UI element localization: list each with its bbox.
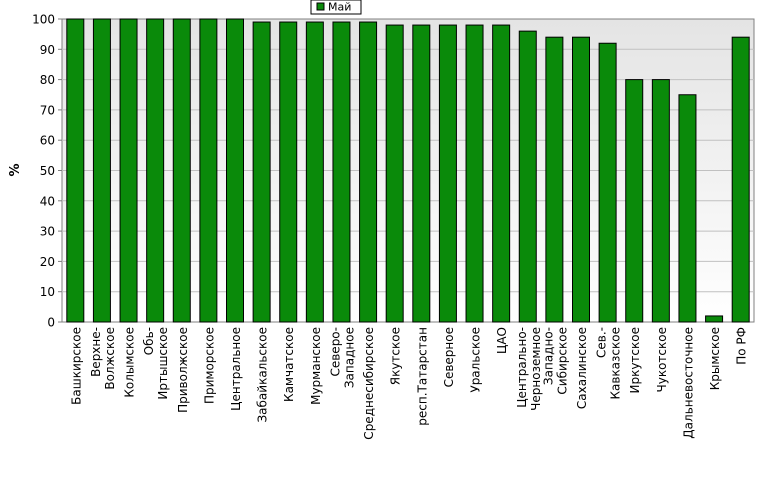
bar — [678, 94, 697, 323]
x-category-label: Сибирское — [555, 327, 569, 395]
x-category-label: Дальневосточное — [681, 327, 695, 439]
x-category-label: Волжское — [103, 327, 117, 390]
x-category-label: Северо- — [328, 327, 342, 377]
x-category-label: Верхне- — [89, 327, 103, 377]
bar — [92, 18, 111, 323]
y-axis-label: % — [8, 163, 23, 176]
x-category-label: Уральское — [469, 327, 483, 393]
bar — [66, 18, 85, 323]
x-category-label: Среднесибирское — [362, 327, 376, 440]
y-axis-ticks: 0 10 20 30 40 50 60 70 80 90 100 — [32, 13, 62, 330]
y-tick-label: 70 — [40, 103, 55, 117]
x-category-label: Центрально- — [515, 327, 529, 408]
bar — [731, 36, 750, 323]
x-category-label: респ.Татарстан — [415, 327, 429, 426]
x-category-label: Иркутское — [628, 327, 642, 394]
bar — [332, 21, 351, 323]
bar — [572, 36, 590, 323]
x-category-label: Северное — [442, 327, 456, 387]
bar — [705, 315, 724, 323]
y-tick-label: 20 — [40, 255, 55, 269]
y-tick-label: 80 — [40, 73, 55, 87]
bar — [146, 18, 165, 323]
y-tick-label: 60 — [40, 134, 55, 148]
bar — [279, 21, 298, 323]
bar — [625, 79, 644, 323]
bar — [385, 24, 404, 323]
bar — [305, 21, 324, 323]
y-tick-label: 100 — [32, 13, 55, 27]
bar — [492, 24, 511, 323]
x-category-label: ЦАО — [495, 327, 509, 354]
x-category-label: Забайкальское — [256, 327, 270, 423]
x-category-label: Приморское — [202, 327, 216, 404]
x-category-label: Центральное — [229, 327, 243, 411]
bar — [545, 36, 564, 323]
x-category-label: Кавказское — [609, 327, 623, 400]
bar — [359, 21, 378, 323]
x-category-label: Иртышское — [156, 327, 170, 400]
x-category-label: Мурманское — [309, 327, 323, 405]
bars — [66, 18, 750, 323]
x-category-label: Западное — [342, 327, 356, 388]
y-tick-label: 50 — [40, 164, 55, 178]
bar — [199, 18, 218, 323]
legend-swatch — [316, 2, 325, 11]
bar — [518, 30, 537, 323]
x-category-label: Западно- — [541, 327, 555, 385]
bar — [226, 18, 244, 323]
x-category-label: Приволжское — [176, 327, 190, 413]
bar — [119, 18, 138, 323]
y-tick-label: 30 — [40, 225, 55, 239]
x-category-label: Колымское — [123, 327, 137, 398]
x-category-label: Сахалинское — [575, 327, 589, 409]
bar — [651, 79, 670, 323]
x-category-label: Чукотское — [655, 327, 669, 392]
x-category-label: Крымское — [708, 327, 722, 390]
y-tick-label: 40 — [40, 194, 55, 208]
x-category-label: Черноземное — [529, 327, 543, 411]
bar — [598, 42, 617, 323]
legend-label: Май — [328, 1, 351, 14]
legend: Май — [310, 0, 362, 15]
bar — [172, 18, 191, 323]
x-category-label: Камчатское — [282, 327, 296, 402]
bar — [438, 24, 457, 323]
bar — [252, 21, 271, 323]
x-category-label: Якутское — [389, 327, 403, 385]
x-category-label: Башкирское — [69, 327, 83, 405]
y-tick-label: 90 — [40, 43, 55, 57]
y-tick-label: 0 — [47, 316, 55, 330]
y-tick-label: 10 — [40, 285, 55, 299]
bar — [465, 24, 484, 323]
x-category-label: Сев.- — [595, 327, 609, 358]
x-axis-labels: Башкирское Верхне- Волжское Колымское Обь- Ир… — [69, 327, 748, 440]
x-category-label: По РФ — [735, 327, 749, 365]
x-category-label: Обь- — [142, 327, 156, 355]
bar — [412, 24, 431, 323]
